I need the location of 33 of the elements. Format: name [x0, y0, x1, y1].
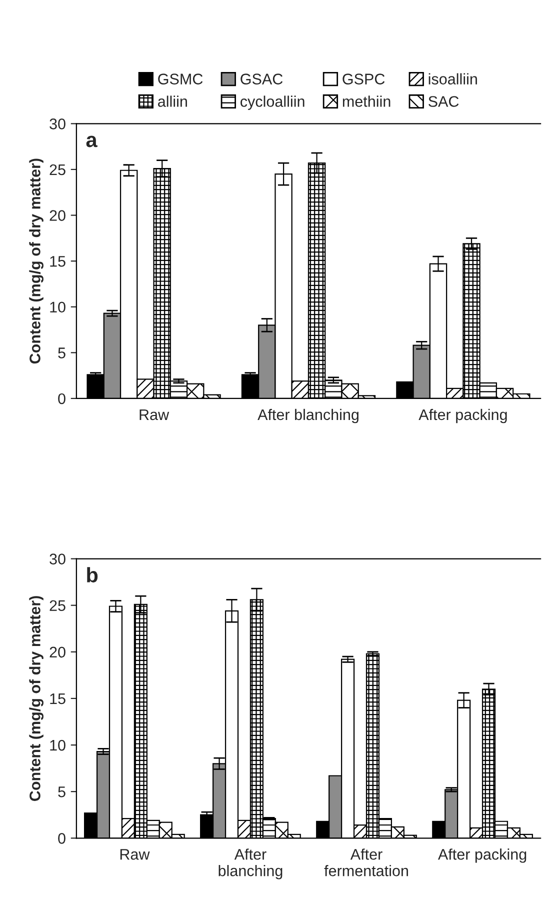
legend-label: cycloalliin [240, 96, 304, 110]
legend-label: SAC [428, 96, 459, 107]
legend-label: methiin [342, 96, 390, 107]
x-tick-label: Raw [120, 849, 150, 860]
y-tick-label: 20 [50, 210, 66, 221]
legend-label: GSAC [240, 74, 283, 84]
x-tick-label: After fermentation [324, 848, 408, 876]
y-axis-title: Content (mg/g of dry matter) [29, 596, 44, 801]
y-tick-label: 0 [58, 833, 66, 844]
x-tick-label: After blanching [258, 408, 358, 424]
legend-label: GSPC [342, 74, 385, 84]
y-axis-title: Content (mg/g of dry matter) [29, 158, 44, 364]
y-tick-label: 0 [58, 393, 66, 404]
y-tick-label: 10 [50, 302, 66, 313]
annotation: b [87, 567, 98, 582]
x-tick-label: Raw [140, 409, 170, 420]
y-tick-label: 15 [50, 256, 66, 267]
x-tick-label: After packing [418, 408, 507, 424]
y-tick-label: 25 [50, 600, 66, 612]
y-tick-label: 5 [58, 786, 66, 798]
y-tick-label: 5 [58, 348, 66, 358]
y-tick-label: 20 [50, 646, 66, 658]
x-tick-label: After packing [438, 848, 526, 863]
legend-label: isoalliin [428, 73, 477, 84]
y-tick-label: 25 [50, 164, 66, 176]
legend-label: alliin [158, 96, 187, 107]
y-tick-label: 10 [50, 740, 66, 751]
legend-label: GSMC [158, 74, 203, 84]
x-tick-label: After blanching [218, 848, 282, 880]
y-tick-label: 30 [50, 118, 66, 130]
y-tick-label: 15 [50, 693, 66, 704]
annotation: a [86, 136, 98, 148]
y-tick-label: 30 [50, 554, 66, 564]
